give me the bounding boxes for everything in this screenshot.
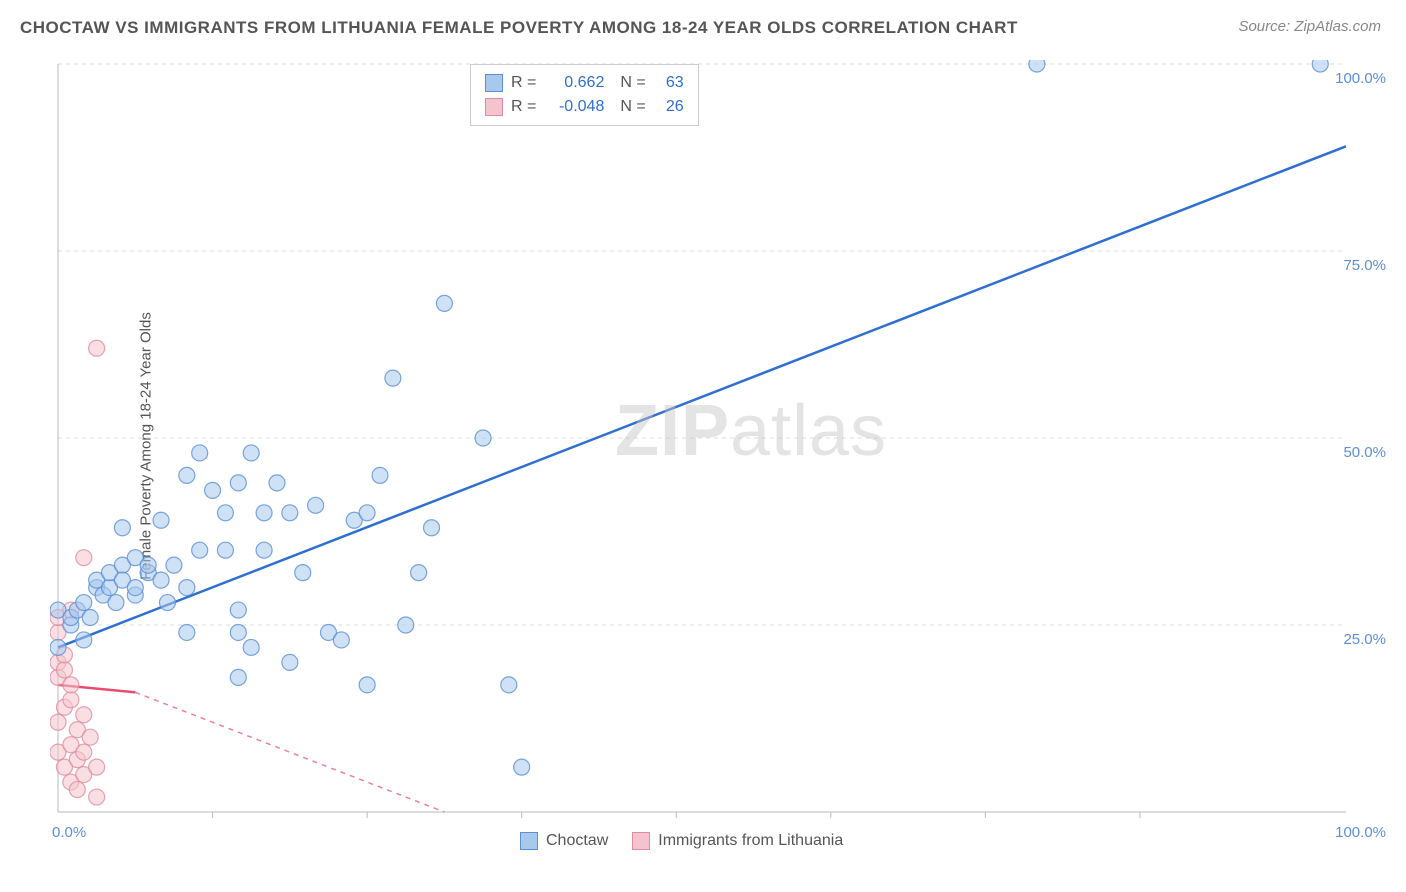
source-label: Source: ZipAtlas.com xyxy=(1238,18,1381,35)
r-label-1: R = xyxy=(511,71,536,95)
r-value-1: 0.662 xyxy=(544,71,604,95)
chart-title: CHOCTAW VS IMMIGRANTS FROM LITHUANIA FEM… xyxy=(20,18,1018,38)
n-label-1: N = xyxy=(620,71,645,95)
x-tick-label: 0.0% xyxy=(52,824,86,841)
chart-area: ZIPatlas R = 0.662 N = 63 R = -0.048 N =… xyxy=(50,60,1386,842)
legend-label-1: Choctaw xyxy=(546,832,608,850)
chart-container: CHOCTAW VS IMMIGRANTS FROM LITHUANIA FEM… xyxy=(0,0,1406,892)
y-tick-label: 100.0% xyxy=(1335,70,1386,87)
swatch-series1-icon xyxy=(485,74,503,92)
legend-label-2: Immigrants from Lithuania xyxy=(658,832,843,850)
y-tick-label: 50.0% xyxy=(1343,444,1386,461)
stats-row-1: R = 0.662 N = 63 xyxy=(485,71,684,95)
chart-svg xyxy=(50,60,1386,842)
swatch-series2-icon xyxy=(485,98,503,116)
legend-item-1: Choctaw xyxy=(520,832,608,850)
y-tick-label: 25.0% xyxy=(1343,631,1386,648)
stats-row-2: R = -0.048 N = 26 xyxy=(485,95,684,119)
r-value-2: -0.048 xyxy=(544,95,604,119)
x-tick-label: 100.0% xyxy=(1335,824,1386,841)
legend-swatch-1-icon xyxy=(520,832,538,850)
n-label-2: N = xyxy=(620,95,645,119)
n-value-1: 63 xyxy=(654,71,684,95)
r-label-2: R = xyxy=(511,95,536,119)
stats-legend: R = 0.662 N = 63 R = -0.048 N = 26 xyxy=(470,64,699,126)
legend-item-2: Immigrants from Lithuania xyxy=(632,832,843,850)
series-legend: Choctaw Immigrants from Lithuania xyxy=(520,832,843,850)
legend-swatch-2-icon xyxy=(632,832,650,850)
y-tick-label: 75.0% xyxy=(1343,257,1386,274)
n-value-2: 26 xyxy=(654,95,684,119)
